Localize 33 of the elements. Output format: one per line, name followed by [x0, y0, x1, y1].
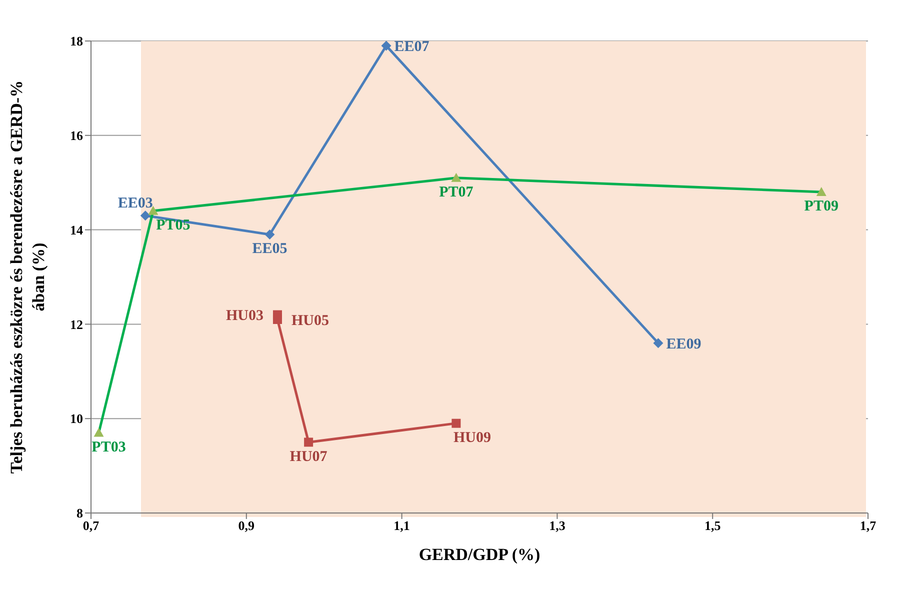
x-axis-title: GERD/GDP (%)	[418, 545, 540, 564]
annotation: HU09	[453, 430, 491, 446]
x-tick-label: 0,9	[238, 518, 256, 534]
point	[381, 41, 392, 51]
point	[140, 210, 150, 221]
annotation: EE09	[666, 336, 702, 352]
annotation: HU05	[291, 312, 329, 329]
annotation: HU03	[226, 308, 264, 324]
point	[452, 418, 461, 428]
annotation: PT05	[156, 218, 190, 234]
x-tick-label: 1,3	[549, 518, 566, 534]
annotation: EE03	[118, 196, 153, 212]
point	[304, 438, 314, 447]
annotation: EE05	[252, 241, 288, 258]
x-tick-label: 1,5	[704, 518, 722, 534]
y-axis-title: Teljes beruházás eszközre és berendezésre a GERD-% ában (%)	[7, 80, 48, 474]
y-tick-label: 12	[70, 316, 83, 332]
x-tick-label: 1,7	[860, 518, 877, 534]
y-tick-label: 8	[76, 506, 84, 521]
y-tick-label: 16	[70, 128, 84, 144]
y-tick-label: 10	[70, 411, 83, 426]
y-tick-label: 18	[70, 34, 84, 49]
point	[272, 314, 282, 324]
y-tick-label: 14	[70, 222, 84, 238]
x-tick-label: 1,1	[394, 518, 410, 534]
annotation: PT03	[92, 439, 126, 456]
point	[264, 230, 275, 240]
annotation: PT07	[439, 184, 474, 201]
annotation: EE07	[394, 39, 430, 56]
annotation: PT09	[804, 198, 838, 215]
x-tick-label: 0,7	[82, 518, 100, 534]
annotation: HU07	[290, 448, 328, 465]
point	[653, 338, 664, 348]
